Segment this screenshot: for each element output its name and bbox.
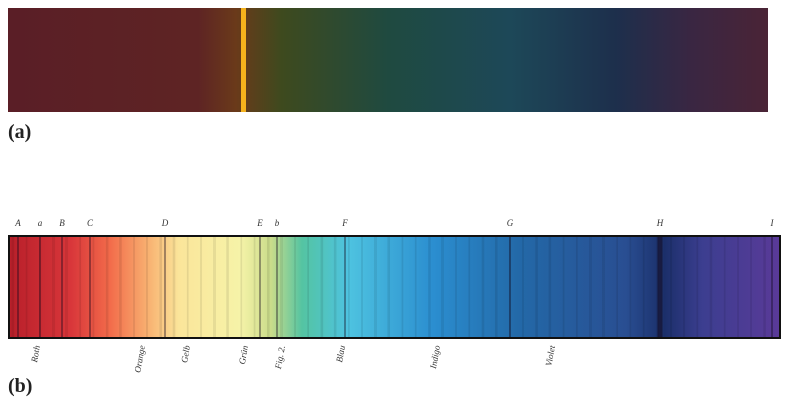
color-name: Grün	[237, 344, 250, 365]
color-name: Fig. 2.	[273, 345, 287, 371]
line-letter: G	[507, 218, 514, 228]
panel-label: (a)	[8, 121, 31, 143]
line-letter: C	[87, 218, 94, 228]
color-names: Roth Orange Gelb Grün Fig. 2. Blau Indigo Viole…	[29, 344, 557, 373]
sodium-line	[241, 8, 246, 112]
color-name: Gelb	[179, 344, 192, 363]
line-letter: D	[161, 218, 169, 228]
panel-label: (b)	[8, 375, 32, 397]
color-name: Blau	[334, 344, 347, 363]
color-name: Roth	[29, 344, 42, 364]
line-letter: b	[275, 218, 280, 228]
color-name: Violet	[544, 344, 558, 367]
line-letter: E	[256, 218, 263, 228]
line-letter: H	[656, 218, 664, 228]
spectrum-photo	[8, 8, 768, 112]
color-name: Indigo	[428, 344, 442, 370]
line-letter: I	[770, 218, 775, 228]
line-letter: a	[38, 218, 43, 228]
color-name: Orange	[132, 345, 147, 374]
line-letter: B	[59, 218, 65, 228]
line-letter: A	[14, 218, 21, 228]
fraunhofer-spectrum	[8, 235, 781, 339]
line-letter: F	[341, 218, 348, 228]
absorption-lines	[11, 237, 773, 337]
